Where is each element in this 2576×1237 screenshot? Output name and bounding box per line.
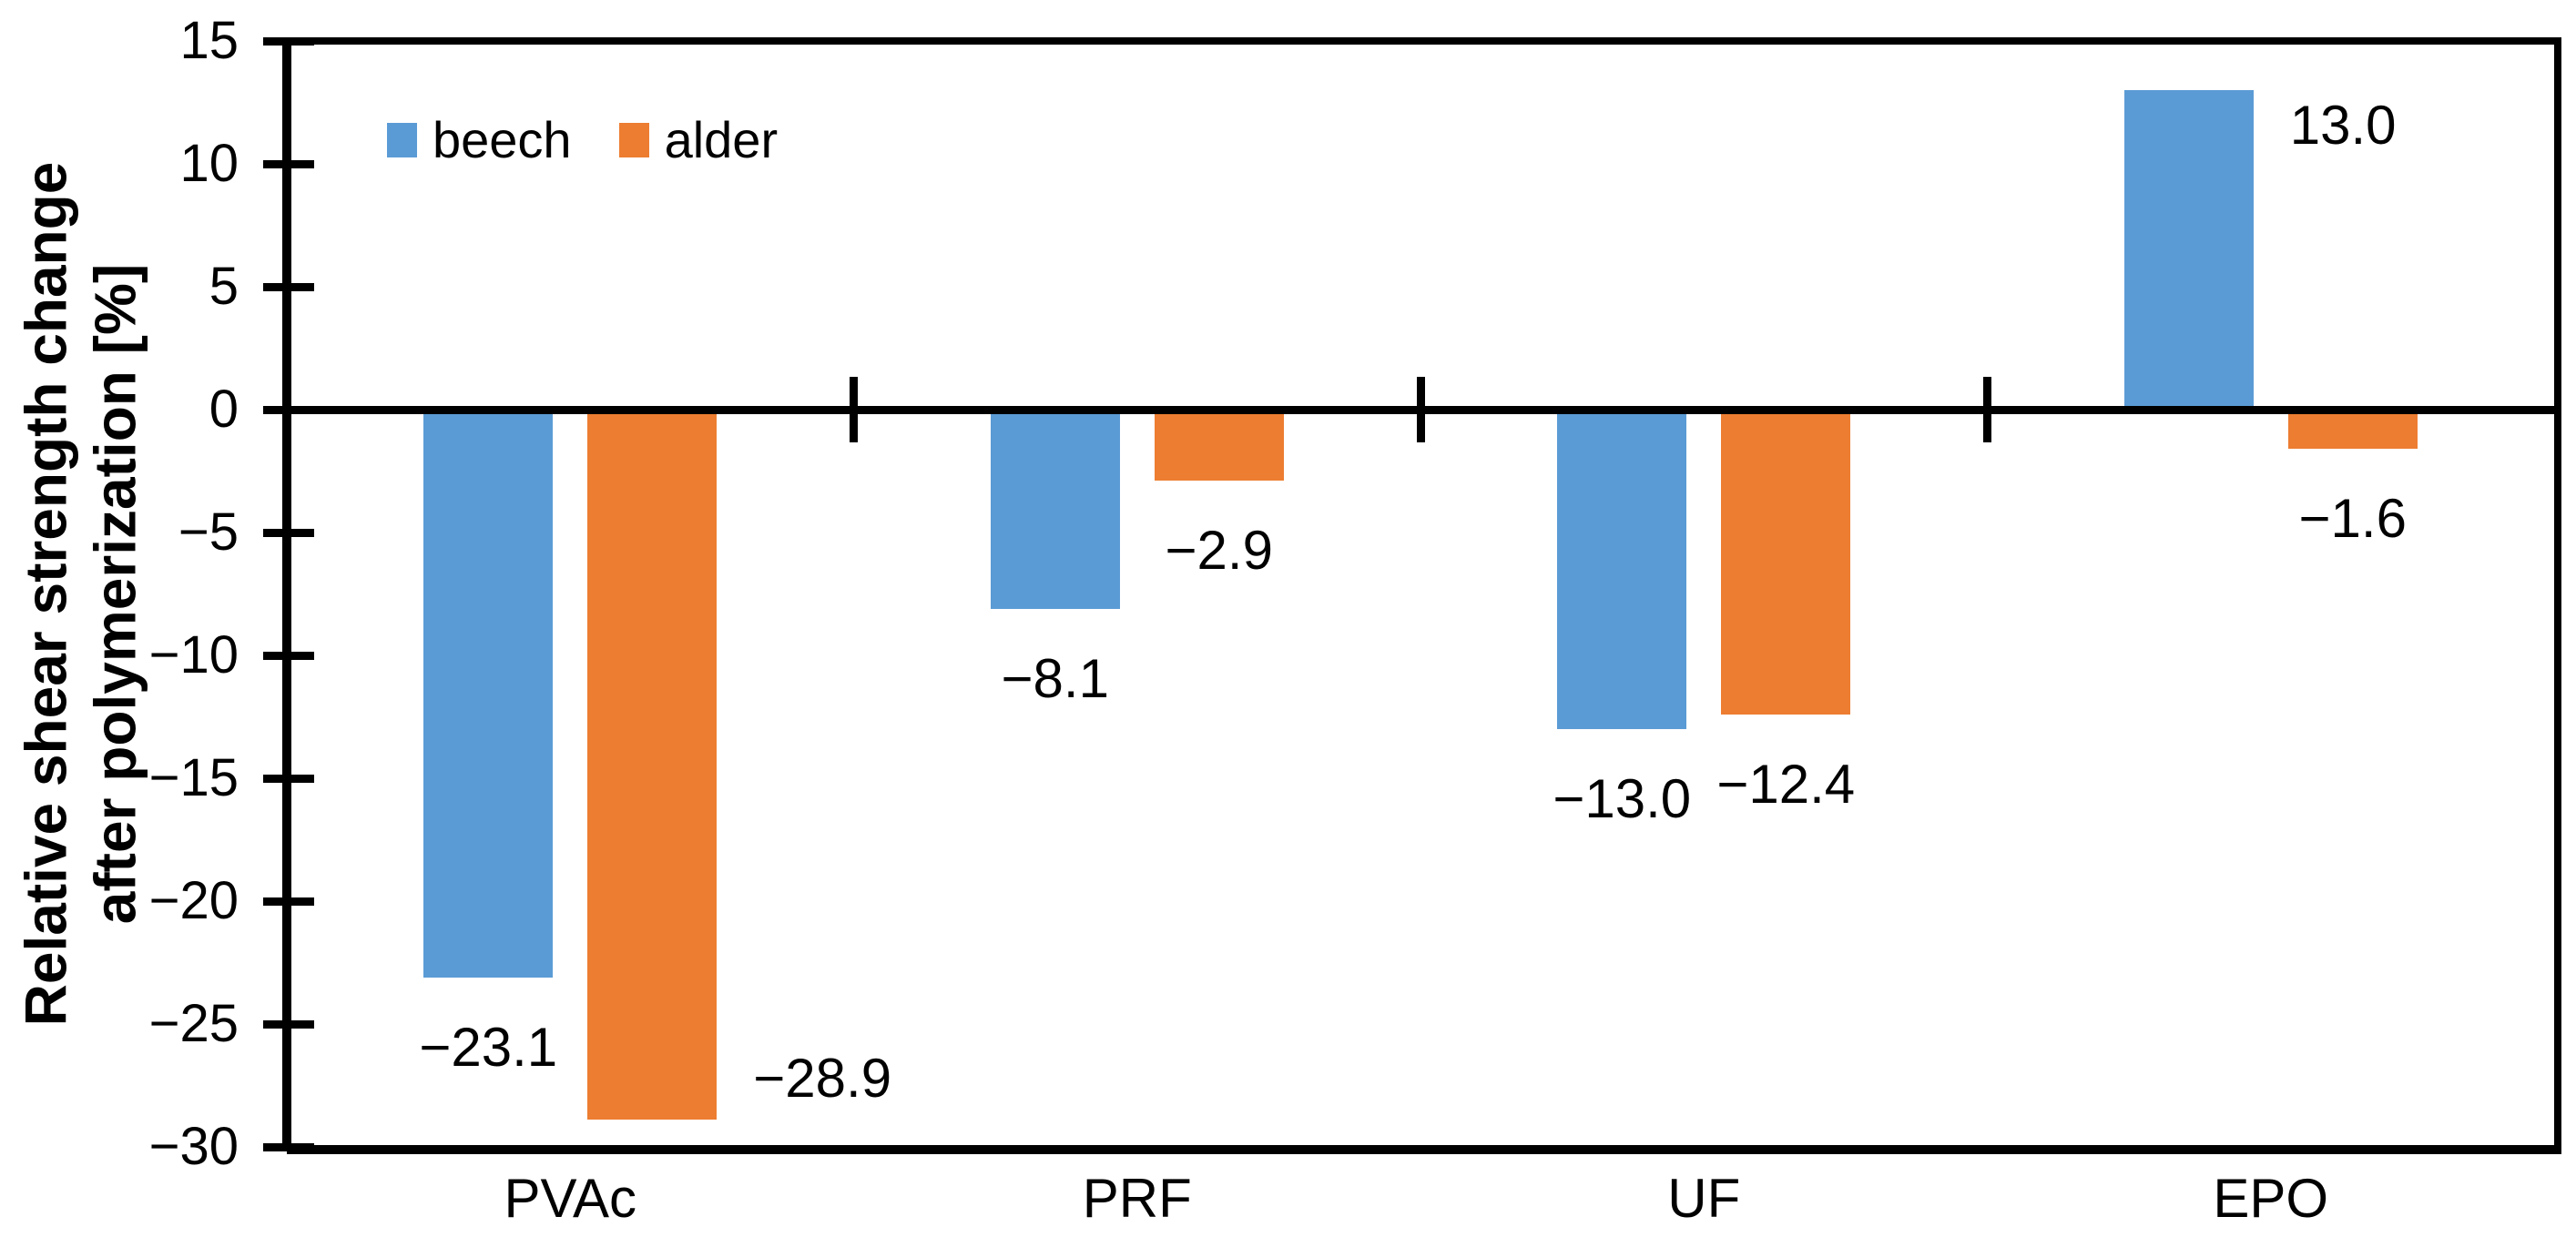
x-tick-mark [1416, 377, 1425, 442]
x-tick-mark [850, 377, 858, 442]
y-tick-mark [263, 405, 314, 414]
bar-beech-PRF [990, 410, 1120, 609]
category-label-PVAc: PVAc [504, 1168, 637, 1229]
bar-alder-EPO [2287, 410, 2418, 450]
bar-beech-PVAc [423, 410, 554, 978]
legend-item-beech: beech [387, 115, 572, 166]
bar-beech-EPO [2123, 90, 2254, 410]
plot-border-top [287, 37, 2561, 45]
y-tick-mark [263, 774, 314, 783]
y-tick-label: 5 [209, 257, 239, 316]
y-tick-mark [263, 1142, 314, 1151]
bar-alder-PRF [1154, 410, 1284, 482]
y-tick-mark [263, 159, 314, 168]
y-tick-mark [263, 1019, 314, 1029]
data-label-alder-EPO: −1.6 [2298, 488, 2407, 550]
bar-alder-UF [1721, 410, 1851, 715]
data-label-alder-UF: −12.4 [1716, 753, 1856, 815]
legend-swatch-alder [618, 123, 649, 157]
category-label-EPO: EPO [2213, 1168, 2329, 1229]
y-tick-label: −10 [148, 625, 239, 684]
data-label-beech-EPO: 13.0 [2289, 95, 2397, 156]
y-tick-label: −5 [178, 502, 239, 562]
y-tick-mark [263, 36, 314, 46]
y-tick-mark [263, 651, 314, 660]
category-label-PRF: PRF [1082, 1168, 1192, 1229]
category-label-UF: UF [1667, 1168, 1741, 1229]
y-tick-label: −25 [148, 994, 239, 1053]
y-tick-label: 10 [179, 134, 239, 193]
legend: beech alder [387, 115, 778, 166]
plot-border-bottom [287, 1145, 2561, 1154]
y-axis-line [282, 37, 291, 1151]
data-label-beech-PRF: −8.1 [1001, 647, 1109, 709]
legend-item-alder: alder [618, 111, 779, 168]
y-tick-label: −20 [148, 871, 239, 930]
data-label-beech-UF: −13.0 [1553, 768, 1692, 829]
legend-label-beech: beech [433, 111, 572, 168]
bar-beech-UF [1557, 410, 1687, 729]
y-tick-label: 0 [209, 380, 239, 439]
plot-border-right [2554, 41, 2561, 1151]
y-tick-mark [263, 897, 314, 906]
legend-label-alder: alder [664, 111, 779, 168]
y-tick-label: 15 [179, 11, 239, 70]
data-label-alder-PVAc: −28.9 [753, 1048, 892, 1110]
x-tick-mark [1983, 377, 1991, 442]
y-tick-mark [263, 282, 314, 291]
legend-swatch-beech [387, 123, 417, 157]
y-tick-mark [263, 528, 314, 537]
data-label-beech-PVAc: −23.1 [419, 1016, 558, 1078]
y-tick-label: −30 [148, 1117, 239, 1176]
data-label-alder-PRF: −2.9 [1165, 520, 1273, 582]
bar-alder-PVAc [587, 410, 718, 1120]
y-tick-label: −15 [148, 748, 239, 807]
